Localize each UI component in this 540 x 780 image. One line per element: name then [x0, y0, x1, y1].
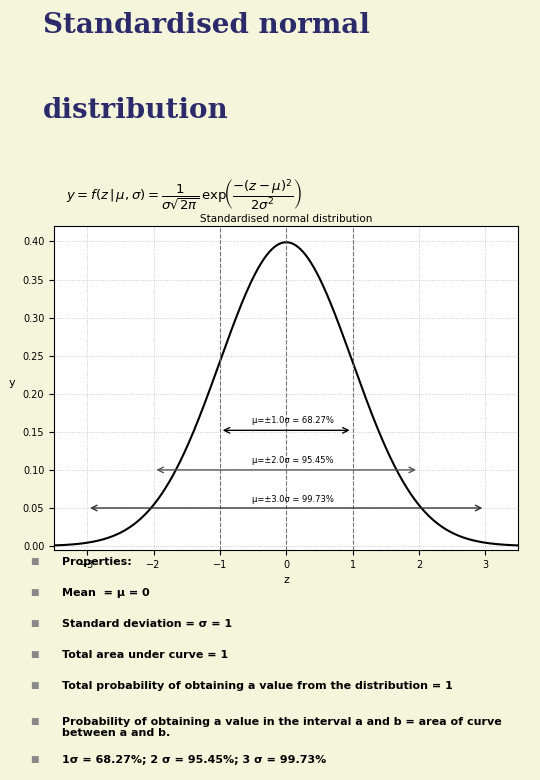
Text: μ=±1.0σ = 68.27%: μ=±1.0σ = 68.27% — [252, 416, 334, 425]
Title: Standardised normal distribution: Standardised normal distribution — [200, 214, 373, 224]
Text: ■: ■ — [30, 681, 38, 690]
Text: Properties:: Properties: — [62, 557, 132, 567]
Text: ■: ■ — [30, 557, 38, 566]
Text: 1σ = 68.27%; 2 σ = 95.45%; 3 σ = 99.73%: 1σ = 68.27%; 2 σ = 95.45%; 3 σ = 99.73% — [62, 755, 326, 764]
Text: ■: ■ — [30, 588, 38, 597]
Text: Total probability of obtaining a value from the distribution = 1: Total probability of obtaining a value f… — [62, 681, 453, 691]
Text: ■: ■ — [30, 650, 38, 659]
Text: Mean  = μ = 0: Mean = μ = 0 — [62, 588, 150, 597]
Text: Standardised normal: Standardised normal — [43, 12, 370, 39]
Text: ■: ■ — [30, 619, 38, 628]
Text: ■: ■ — [30, 717, 38, 725]
Text: ■: ■ — [30, 755, 38, 764]
Text: Total area under curve = 1: Total area under curve = 1 — [62, 650, 228, 660]
Y-axis label: y: y — [8, 378, 15, 388]
Text: $y = f(z\,|\,\mu,\sigma) = \dfrac{1}{\sigma\sqrt{2\pi}}\,\mathrm{exp}\!\left(\df: $y = f(z\,|\,\mu,\sigma) = \dfrac{1}{\si… — [66, 178, 302, 212]
Text: distribution: distribution — [43, 98, 229, 125]
Text: μ=±3.0σ = 99.73%: μ=±3.0σ = 99.73% — [252, 495, 334, 504]
Text: Standard deviation = σ = 1: Standard deviation = σ = 1 — [62, 619, 232, 629]
Text: μ=±2.0σ = 95.45%: μ=±2.0σ = 95.45% — [252, 456, 334, 466]
X-axis label: z: z — [284, 575, 289, 585]
Text: Probability of obtaining a value in the interval a and b = area of curve between: Probability of obtaining a value in the … — [62, 717, 502, 739]
